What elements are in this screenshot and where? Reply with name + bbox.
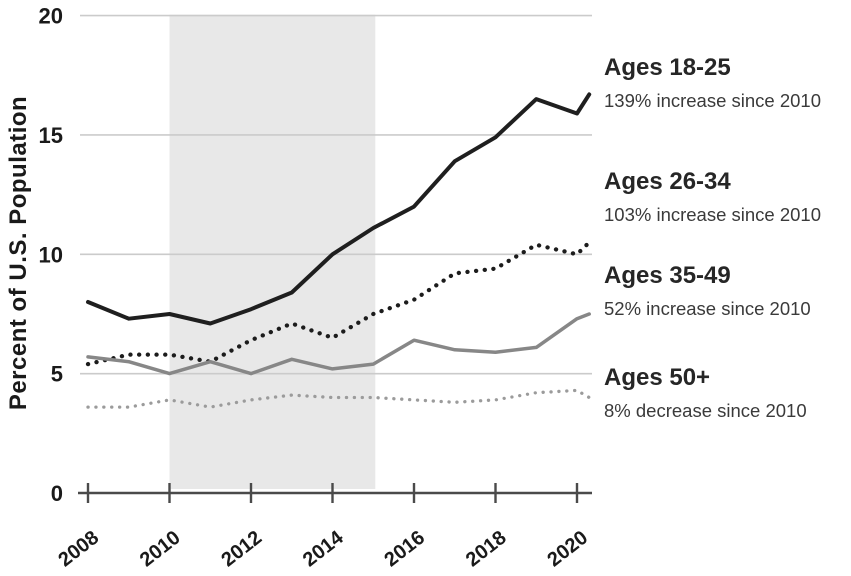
x-tick-label-2018: 2018: [462, 527, 511, 572]
legend-title-ages-50-plus: Ages 50+: [604, 364, 711, 391]
legend-annotation-ages-35-49: 52% increase since 2010: [604, 298, 811, 319]
legend-annotation-ages-26-34: 103% increase since 2010: [604, 204, 822, 225]
x-tick-label-2014: 2014: [299, 526, 348, 571]
legend-item-ages-18-25: Ages 18-25 139% increase since 2010: [604, 55, 849, 111]
legend-annotation-ages-18-25: 139% increase since 2010: [604, 90, 822, 111]
legend-annotation-ages-50-plus: 8% decrease since 2010: [604, 400, 807, 421]
y-tick-label-15: 15: [39, 123, 63, 148]
legend-title-ages-18-25: Ages 18-25: [604, 54, 731, 81]
y-axis-title: Percent of U.S. Population: [5, 96, 32, 410]
y-tick-label-5: 5: [51, 362, 63, 387]
legend-item-ages-35-49: Ages 35-49 52% increase since 2010: [604, 263, 849, 319]
y-tick-label-10: 10: [39, 242, 63, 267]
legend-item-ages-26-34: Ages 26-34 103% increase since 2010: [604, 169, 849, 225]
y-tick-label-20: 20: [39, 4, 63, 29]
series-line-ages-26-34: [85, 240, 592, 367]
series-line-ages-18-25: [86, 92, 592, 326]
series-line-ages-35-49: [86, 312, 591, 376]
highlight-band-2010-2015: [169, 14, 376, 489]
legend-title-ages-35-49: Ages 35-49: [604, 262, 731, 289]
x-tick-label-2016: 2016: [380, 527, 429, 572]
series-line-ages-50-: [86, 388, 591, 409]
legend-item-ages-50-plus: Ages 50+ 8% decrease since 2010: [604, 365, 849, 421]
x-tick-label-2008: 2008: [54, 527, 103, 572]
x-tick-label-2020: 2020: [543, 527, 592, 572]
x-tick-label-2012: 2012: [217, 527, 266, 572]
x-tick-label-2010: 2010: [136, 527, 185, 572]
legend-title-ages-26-34: Ages 26-34: [604, 168, 731, 195]
y-tick-label-0: 0: [51, 481, 63, 506]
